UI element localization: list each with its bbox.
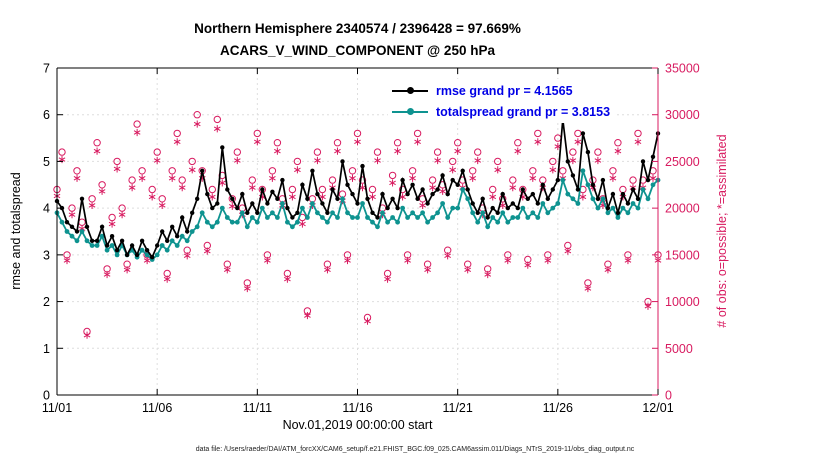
left-y-tick-label: 5 xyxy=(43,155,50,169)
x-tick-label: 11/26 xyxy=(543,401,573,415)
left-y-tick-label: 3 xyxy=(43,248,50,262)
legend-label-totalspread: totalspread grand pr = 3.8153 xyxy=(436,104,611,119)
left-y-tick-label: 6 xyxy=(43,108,50,122)
data-file-caption: data file: /Users/raeder/DAI/ATM_forcXX/… xyxy=(195,446,635,453)
right-y-tick-label: 20000 xyxy=(665,202,700,216)
x-tick-label: 11/11 xyxy=(243,401,272,415)
right-y-axis-label: # of obs: o=possible; *=assimilated xyxy=(715,134,729,328)
x-tick-label: 11/01 xyxy=(42,401,72,415)
totalspread-series xyxy=(54,168,661,262)
left-y-axis-label: rmse and totalspread xyxy=(9,172,23,290)
right-y-tick-label: 35000 xyxy=(665,62,700,76)
assimilated-markers xyxy=(53,120,662,339)
left-y-tick-label: 4 xyxy=(43,202,50,216)
rmse-line-swatch xyxy=(392,87,428,94)
x-tick-label: 11/21 xyxy=(442,401,472,415)
totalspread-marker-icon xyxy=(407,108,414,115)
chart-legend: rmse grand pr = 4.1565 totalspread grand… xyxy=(388,79,615,123)
totalspread-line-swatch xyxy=(392,108,428,115)
x-tick-label: 11/16 xyxy=(342,401,372,415)
legend-entry-rmse: rmse grand pr = 4.1565 xyxy=(392,80,610,101)
left-y-tick-label: 7 xyxy=(43,62,50,76)
rmse-marker-icon xyxy=(407,87,414,94)
x-tick-label: 11/06 xyxy=(142,401,172,415)
left-y-tick-label: 1 xyxy=(43,342,50,356)
right-y-tick-label: 15000 xyxy=(665,248,700,262)
left-y-tick-label: 0 xyxy=(43,389,50,403)
x-tick-label: 12/01 xyxy=(642,401,673,415)
chart-subtitle: ACARS_V_WIND_COMPONENT @ 250 hPa xyxy=(220,43,495,58)
x-axis-label: Nov.01,2019 00:00:00 start xyxy=(282,418,433,432)
chart-title: Northern Hemisphere 2340574 / 2396428 = … xyxy=(194,21,521,36)
legend-entry-totalspread: totalspread grand pr = 3.8153 xyxy=(392,101,610,122)
tick-labels: 11/01 11/06 11/11 11/16 11/21 11/26 12/0101234… xyxy=(42,62,700,416)
right-y-tick-label: 30000 xyxy=(665,108,700,122)
right-y-tick-label: 10000 xyxy=(665,295,700,309)
legend-label-rmse: rmse grand pr = 4.1565 xyxy=(436,83,573,98)
right-y-tick-label: 5000 xyxy=(665,342,693,356)
tick-marks xyxy=(56,67,659,396)
right-y-tick-label: 0 xyxy=(665,389,672,403)
right-y-tick-label: 25000 xyxy=(665,155,700,169)
left-y-tick-label: 2 xyxy=(43,295,50,309)
